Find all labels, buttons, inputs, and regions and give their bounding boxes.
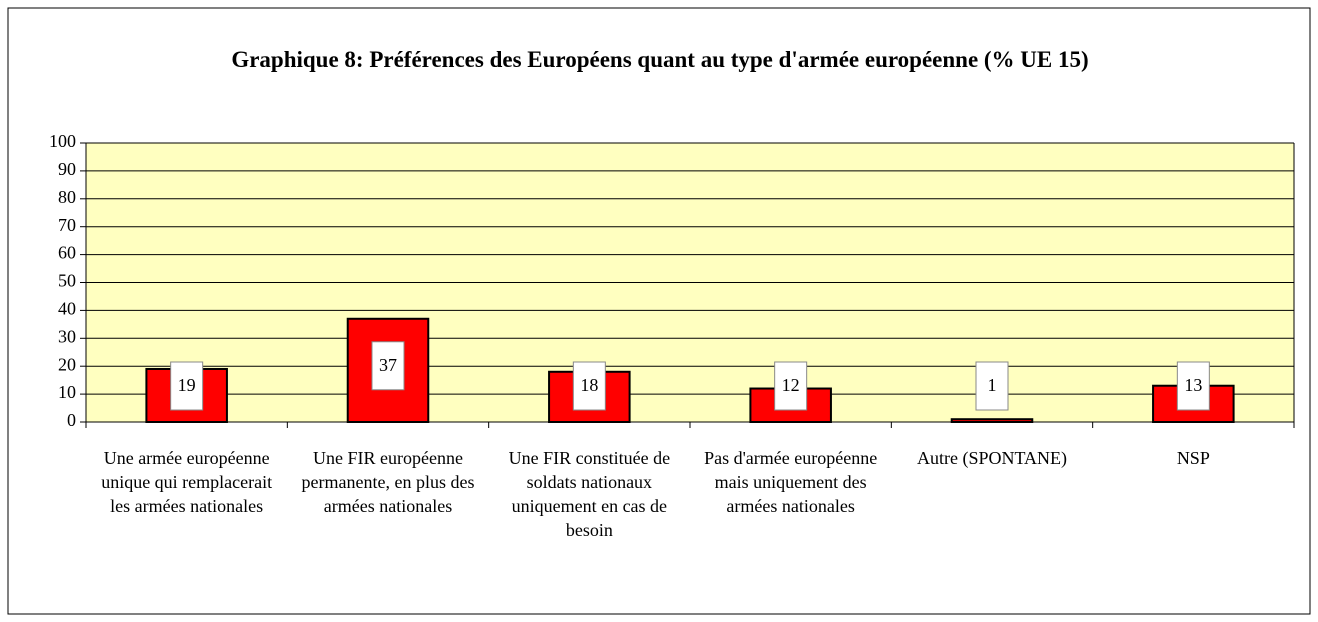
x-tick-label: Une armée européenne unique qui remplace… — [101, 448, 273, 516]
data-label: 18 — [580, 375, 598, 395]
y-tick-label: 80 — [58, 187, 76, 207]
data-label-box — [1176, 361, 1210, 411]
y-tick-label: 10 — [58, 382, 76, 402]
y-tick-label: 60 — [58, 243, 76, 263]
y-tick-label: 0 — [67, 410, 76, 430]
y-tick-label: 90 — [58, 159, 76, 179]
data-label-box — [572, 361, 606, 411]
data-label-box — [975, 361, 1009, 411]
data-label-box — [371, 341, 405, 391]
x-tick-label: Pas d'armée européenne mais uniquement d… — [704, 448, 878, 516]
y-tick-label: 20 — [58, 354, 76, 374]
x-tick-label: Une FIR constituée de soldats nationaux … — [508, 448, 671, 540]
data-label: 12 — [782, 375, 800, 395]
x-tick-label: Une FIR européenne permanente, en plus d… — [301, 448, 475, 516]
y-tick-label: 100 — [49, 131, 76, 151]
y-tick-label: 30 — [58, 326, 76, 346]
data-label: 19 — [178, 375, 196, 395]
y-tick-label: 70 — [58, 215, 76, 235]
data-label-box — [774, 361, 808, 411]
data-label: 13 — [1184, 375, 1202, 395]
data-label: 1 — [988, 375, 997, 395]
x-tick-label: NSP — [1176, 448, 1210, 468]
data-label-box — [170, 361, 204, 411]
y-tick-label: 50 — [58, 271, 76, 291]
y-tick-label: 40 — [58, 299, 76, 319]
x-tick-label: Autre (SPONTANE) — [916, 448, 1068, 468]
data-label: 37 — [379, 355, 397, 375]
chart-title: Graphique 8: Préférences des Européens q… — [231, 47, 1089, 72]
